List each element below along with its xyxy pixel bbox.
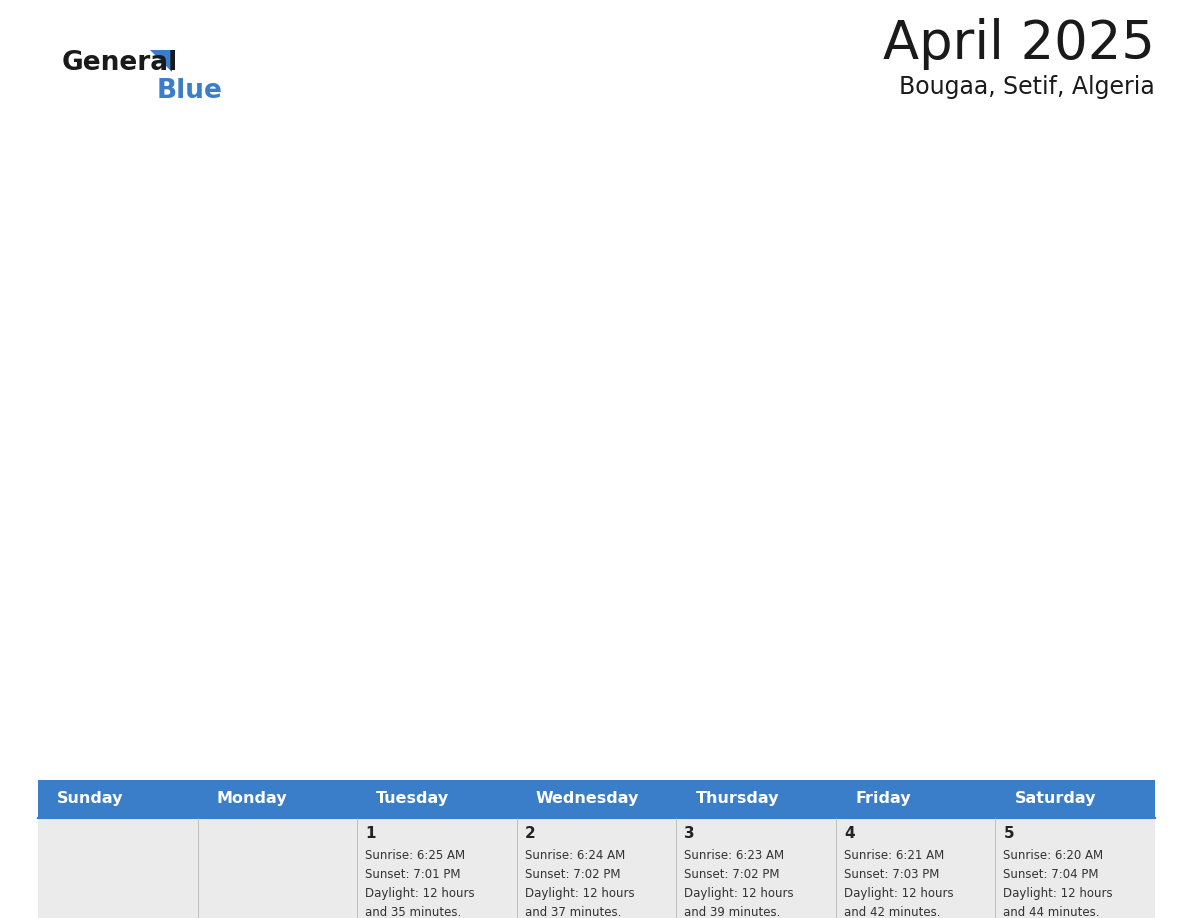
Text: 1: 1 [365,826,375,841]
Text: Sunrise: 6:20 AM: Sunrise: 6:20 AM [1004,849,1104,862]
Text: Tuesday: Tuesday [377,791,449,807]
Text: 3: 3 [684,826,695,841]
Text: and 37 minutes.: and 37 minutes. [525,906,621,918]
Bar [38,780,1155,818]
Text: Saturday: Saturday [1015,791,1097,807]
Text: Sunrise: 6:24 AM: Sunrise: 6:24 AM [525,849,625,862]
Text: Daylight: 12 hours: Daylight: 12 hours [843,887,954,900]
Text: Sunrise: 6:25 AM: Sunrise: 6:25 AM [365,849,466,862]
Bar [38,818,1155,918]
Text: General: General [62,50,178,76]
Text: Monday: Monday [216,791,287,807]
Text: Sunday: Sunday [57,791,124,807]
Text: and 42 minutes.: and 42 minutes. [843,906,941,918]
Text: 4: 4 [843,826,854,841]
Text: Friday: Friday [855,791,911,807]
Polygon shape [150,50,172,72]
Text: April 2025: April 2025 [883,18,1155,70]
Text: Daylight: 12 hours: Daylight: 12 hours [684,887,794,900]
Text: Thursday: Thursday [695,791,779,807]
Text: 2: 2 [525,826,536,841]
Text: Wednesday: Wednesday [536,791,639,807]
Text: Daylight: 12 hours: Daylight: 12 hours [525,887,634,900]
Text: 5: 5 [1004,826,1015,841]
Text: and 39 minutes.: and 39 minutes. [684,906,781,918]
Text: and 44 minutes.: and 44 minutes. [1004,906,1100,918]
Text: Daylight: 12 hours: Daylight: 12 hours [1004,887,1113,900]
Text: Sunset: 7:02 PM: Sunset: 7:02 PM [525,868,620,881]
Text: Sunset: 7:03 PM: Sunset: 7:03 PM [843,868,940,881]
Text: Sunrise: 6:21 AM: Sunrise: 6:21 AM [843,849,944,862]
Text: Daylight: 12 hours: Daylight: 12 hours [365,887,475,900]
Text: Sunset: 7:04 PM: Sunset: 7:04 PM [1004,868,1099,881]
Text: Sunset: 7:02 PM: Sunset: 7:02 PM [684,868,779,881]
Text: Blue: Blue [157,78,223,104]
Text: Sunset: 7:01 PM: Sunset: 7:01 PM [365,868,461,881]
Text: and 35 minutes.: and 35 minutes. [365,906,461,918]
Text: Bougaa, Setif, Algeria: Bougaa, Setif, Algeria [899,75,1155,99]
Text: Sunrise: 6:23 AM: Sunrise: 6:23 AM [684,849,784,862]
